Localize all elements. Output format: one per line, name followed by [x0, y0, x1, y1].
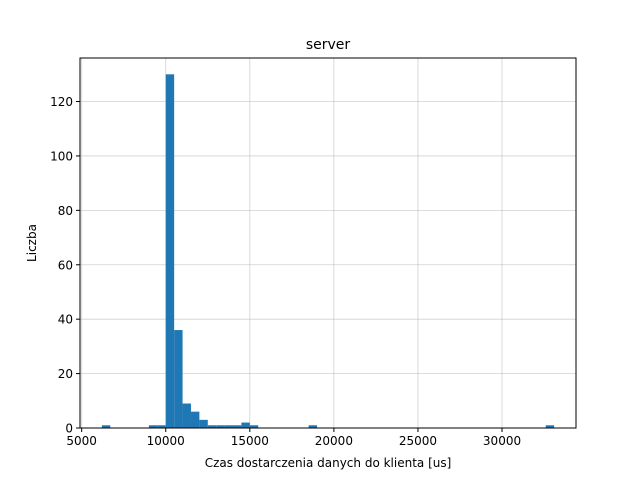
x-tick-label: 15000 [231, 434, 269, 448]
histogram-bar [199, 419, 208, 428]
y-tick-label: 40 [58, 313, 73, 327]
grid-lines [80, 58, 576, 429]
histogram-bar [190, 411, 200, 428]
histogram-bar [241, 422, 250, 428]
histogram-bar [216, 425, 225, 428]
x-axis-ticks: 5000 10000 15000 20000 25000 30000 [66, 428, 521, 448]
y-tick-label: 0 [65, 422, 73, 436]
histogram-bar [101, 425, 111, 428]
histogram-bar [545, 425, 555, 428]
x-tick-label: 25000 [399, 434, 437, 448]
y-tick-label: 120 [50, 95, 73, 109]
histogram-bar [165, 74, 175, 428]
x-tick-label: 10000 [147, 434, 185, 448]
y-axis-ticks: 0 20 40 60 80 100 120 [50, 95, 80, 436]
y-tick-label: 60 [58, 258, 73, 272]
chart-title: server [306, 37, 351, 53]
x-tick-label: 30000 [483, 434, 521, 448]
x-tick-label: 20000 [315, 434, 353, 448]
histogram-bar [157, 425, 166, 428]
histogram-bars [101, 74, 555, 428]
x-axis-label: Czas dostarczenia danych do klienta [us] [205, 456, 452, 470]
y-tick-label: 80 [58, 204, 73, 218]
histogram-bar [249, 425, 259, 428]
plot-frame [79, 57, 577, 429]
y-tick-label: 20 [58, 367, 73, 381]
x-tick-label: 5000 [66, 434, 97, 448]
histogram-bar [174, 330, 183, 428]
histogram-bar [207, 425, 217, 428]
histogram-bar [233, 425, 242, 428]
histogram-bar [148, 425, 158, 428]
y-axis-label: Liczba [25, 224, 39, 262]
y-tick-label: 100 [50, 149, 73, 163]
histogram-bar [308, 425, 318, 428]
histogram-bar [224, 425, 234, 428]
histogram-bar [182, 403, 191, 428]
